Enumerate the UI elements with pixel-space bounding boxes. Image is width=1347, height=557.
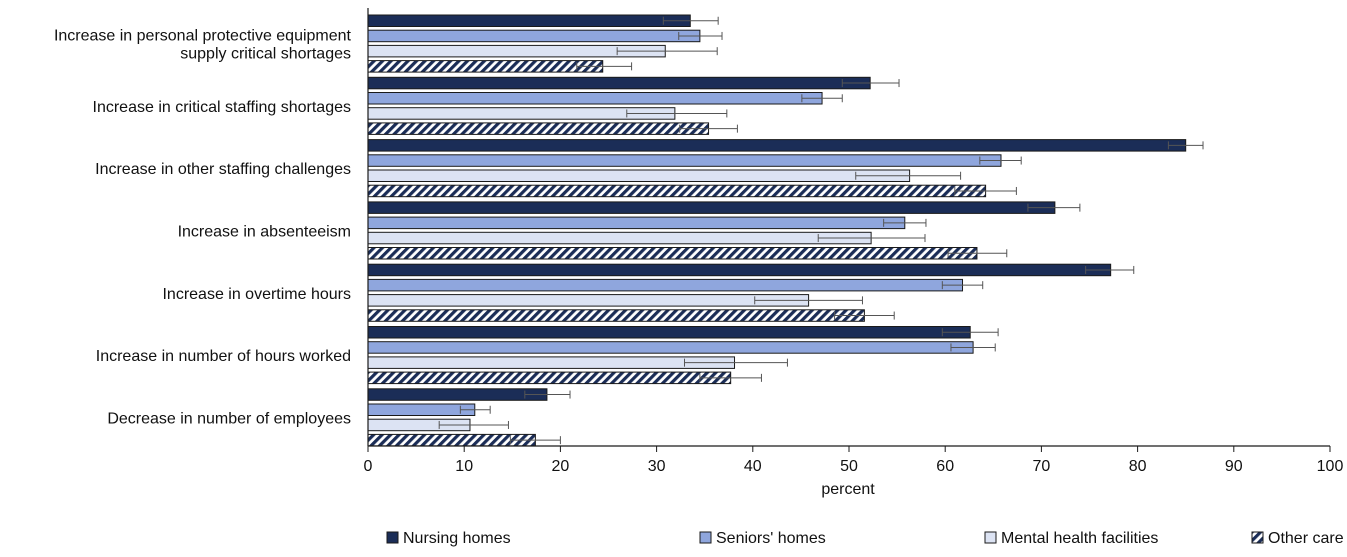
bar	[367, 216, 906, 230]
legend-swatch	[1251, 531, 1264, 544]
legend-swatch	[984, 531, 997, 544]
bar	[367, 184, 987, 198]
legend-item: Seniors' homes	[699, 530, 826, 547]
bars-layer	[367, 14, 1187, 447]
x-tick-label: 40	[744, 458, 762, 475]
category-label: Increase in absenteeism	[178, 223, 351, 240]
bar	[367, 247, 978, 260]
category-label: supply critical shortages	[180, 46, 351, 63]
bar	[367, 139, 1187, 152]
legend: Nursing homes Seniors' homes Mental health…	[386, 530, 1347, 547]
bar	[367, 388, 548, 401]
category-label: Increase in critical staffing shortages	[93, 99, 352, 116]
legend-swatch	[386, 531, 399, 544]
x-tick-label: 90	[1225, 458, 1243, 475]
bar	[367, 278, 964, 292]
x-tick-label: 30	[648, 458, 666, 475]
bar	[367, 14, 691, 27]
legend-label: Nursing homes	[403, 530, 511, 547]
x-axis-label: percent	[821, 481, 875, 498]
bar	[367, 309, 865, 322]
x-tick-label: 0	[364, 458, 373, 475]
bar	[367, 60, 604, 73]
category-label: Increase in number of hours worked	[96, 348, 351, 365]
bar	[367, 341, 974, 354]
bar	[367, 231, 872, 245]
legend-swatch	[699, 531, 712, 544]
legend-label: Mental health facilities	[1001, 530, 1158, 547]
legend-label: Other care facilities	[1268, 530, 1347, 547]
category-labels: Increase in personal protective equipmen…	[54, 28, 352, 428]
category-label: Increase in other staffing challenges	[95, 161, 351, 178]
x-tick-label: 60	[936, 458, 954, 475]
legend-item: Nursing homes	[386, 530, 511, 547]
category-label: Decrease in number of employees	[107, 410, 351, 427]
bar	[367, 263, 1112, 277]
bar	[367, 326, 971, 339]
x-tick-label: 70	[1033, 458, 1051, 475]
bar	[367, 201, 1056, 214]
category-label: Increase in overtime hours	[162, 286, 351, 303]
bar	[367, 76, 871, 90]
legend-item: Mental health facilities	[984, 530, 1158, 547]
bar	[367, 154, 1002, 167]
bar	[367, 294, 810, 307]
x-axis: 0 10 20 30 40 50 60 70 80 90 100	[364, 8, 1344, 475]
bar	[367, 371, 732, 385]
x-tick-label: 80	[1129, 458, 1147, 475]
legend-label: Seniors' homes	[716, 530, 826, 547]
bar	[367, 29, 701, 43]
bar	[367, 356, 736, 369]
x-tick-label: 100	[1317, 458, 1344, 475]
error-bars-layer	[438, 16, 1204, 445]
bar	[367, 92, 823, 105]
x-tick-label: 50	[840, 458, 858, 475]
bar	[367, 169, 911, 182]
category-label: Increase in personal protective equipmen…	[54, 28, 352, 45]
legend-item: Other care facilities	[1251, 530, 1347, 547]
x-tick-label: 10	[455, 458, 473, 475]
x-tick-label: 20	[552, 458, 570, 475]
bar	[367, 122, 710, 135]
bar	[367, 403, 476, 416]
